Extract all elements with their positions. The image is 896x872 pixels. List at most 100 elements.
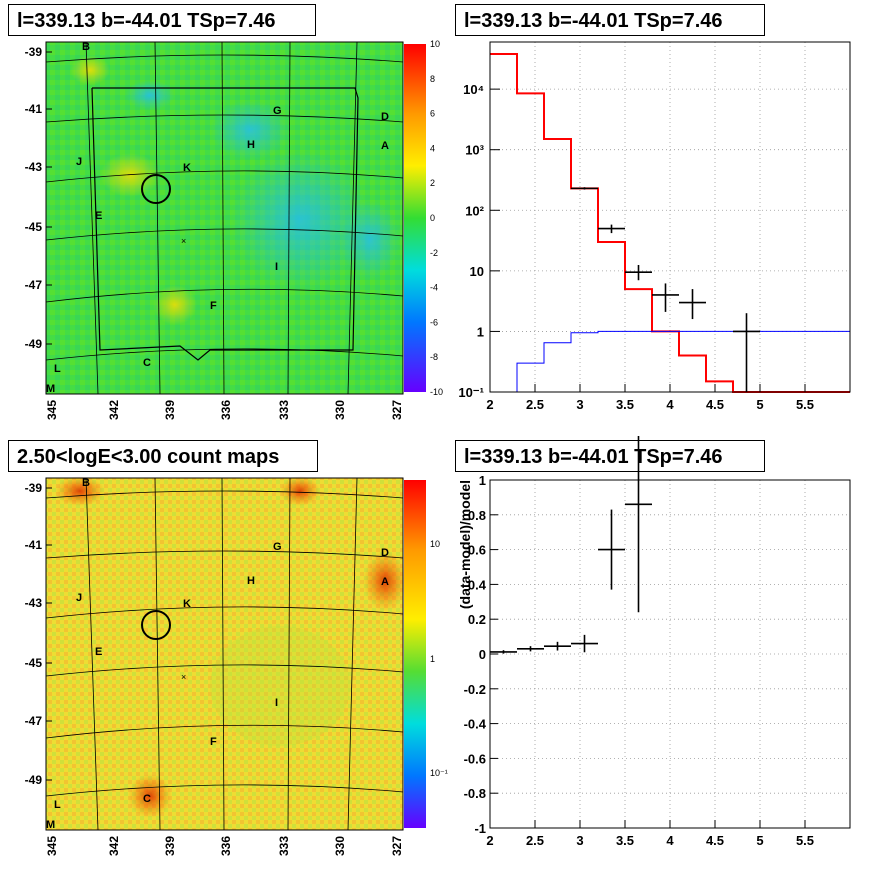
roi-circle [141, 610, 171, 640]
x-tick-label: 5 [756, 833, 763, 848]
y-axis-label: (data-model)/model [457, 480, 473, 609]
source-label: K [183, 598, 191, 610]
residual-point [625, 436, 652, 613]
model-line [490, 53, 850, 393]
tr-title: l=339.13 b=-44.01 TSp=7.46 [455, 4, 765, 36]
lon-tick-label: 327 [390, 836, 404, 856]
lat-tick-label: -41 [25, 102, 43, 116]
x-tick-label: 2 [486, 833, 493, 848]
lat-tick-label: -45 [25, 220, 43, 234]
source-label: A [381, 576, 389, 588]
x-tick-label: 5.5 [796, 833, 814, 848]
source-label: H [247, 575, 255, 587]
map-frame [45, 41, 404, 395]
source-label: M [46, 383, 55, 395]
source-labels: B G D H A J K E I F C LM [46, 477, 389, 831]
source-label: D [381, 547, 389, 559]
source-labels: B G D H A J K E I F C LM [46, 41, 389, 395]
lon-tick-label: 327 [390, 400, 404, 420]
colorbar-tick-label: 10⁻¹ [430, 768, 448, 778]
y-tick-label: 10⁴ [463, 82, 484, 97]
lat-tick-label: -45 [25, 656, 43, 670]
lon-tick-label: 339 [163, 836, 177, 856]
colorbar-tick-label: 10 [430, 39, 440, 49]
colorbar-tick-label: 4 [430, 143, 435, 153]
source-label: E [95, 646, 102, 658]
colorbar-tick-label: 8 [430, 74, 435, 84]
coord-grid [45, 41, 404, 395]
lon-tick-label: 342 [107, 836, 121, 856]
residuals-plot: 2 2.5 3 3.5 4 4.5 5 5.5 -1 -0.8 -0.6 -0.4 -0.2 0 0.2 0.… [457, 436, 851, 848]
grid [490, 480, 850, 828]
lat-axis: -39 -41 -43 -45 -47 -49 [25, 45, 52, 351]
lon-tick-label: 330 [333, 836, 347, 856]
y-tick-label: 10³ [465, 143, 484, 158]
source-label: I [275, 697, 278, 709]
y-tick-label: -0.6 [464, 751, 486, 766]
colorbar-tick-label: -4 [430, 283, 438, 293]
source-label: C [143, 357, 151, 369]
lon-tick-label: 336 [219, 836, 233, 856]
y-axis: 10⁻¹ 1 10 10² 10³ 10⁴ [458, 82, 500, 400]
data-point [598, 224, 625, 234]
colorbar [404, 480, 426, 828]
coord-grid [45, 477, 404, 831]
x-tick-label: 2.5 [526, 833, 544, 848]
lat-tick-label: -49 [25, 337, 43, 351]
source-label: B [82, 41, 90, 53]
map-frame [45, 477, 404, 831]
source-label: F [210, 736, 217, 748]
y-tick-label: 1 [479, 473, 486, 488]
source-label: J [76, 592, 82, 604]
colorbar-tick-label: 2 [430, 178, 435, 188]
lon-tick-label: 333 [277, 836, 291, 856]
colorbar-tick-label: -6 [430, 317, 438, 327]
lon-tick-label: 339 [163, 400, 177, 420]
lat-tick-label: -47 [25, 278, 43, 292]
lon-axis: 345 342 339 336 333 330 327 [45, 836, 404, 856]
y-tick-label: -0.2 [464, 682, 486, 697]
source-label: G [273, 541, 282, 553]
x-tick-label: 4.5 [706, 397, 724, 412]
lat-tick-label: -41 [25, 538, 43, 552]
colorbar [404, 44, 426, 392]
lon-tick-label: 330 [333, 400, 347, 420]
source-label: C [143, 793, 151, 805]
colorbar-tick-label: -8 [430, 352, 438, 362]
spectrum-plot: 2 2.5 3 3.5 4 4.5 5 5.5 10⁻¹ 1 10 10² 10³ 10⁴ [458, 41, 851, 412]
lon-tick-label: 342 [107, 400, 121, 420]
lat-tick-label: -39 [25, 45, 43, 59]
source-cross: × [181, 236, 186, 246]
x-axis: 2 2.5 3 3.5 4 4.5 5 5.5 [486, 820, 814, 848]
lat-tick-label: -39 [25, 481, 43, 495]
source-label: E [95, 210, 102, 222]
x-tick-label: 2.5 [526, 397, 544, 412]
br-title: l=339.13 b=-44.01 TSp=7.46 [455, 440, 765, 472]
residual-point [517, 646, 544, 652]
lat-axis: -39 -41 -43 -45 -47 -49 [25, 481, 52, 787]
lat-tick-label: -49 [25, 773, 43, 787]
x-tick-label: 3 [576, 833, 583, 848]
residual-point [544, 641, 571, 651]
roi-circle [141, 174, 171, 204]
x-tick-label: 4.5 [706, 833, 724, 848]
lat-tick-label: -43 [25, 596, 43, 610]
data-point [652, 283, 679, 312]
x-tick-label: 4 [666, 397, 674, 412]
x-tick-label: 2 [486, 397, 493, 412]
lat-tick-label: -43 [25, 160, 43, 174]
lon-tick-label: 333 [277, 400, 291, 420]
y-axis: -1 -0.8 -0.6 -0.4 -0.2 0 0.2 0.4 0.6 0.8 1 [464, 473, 498, 836]
bl-title: 2.50<logE<3.00 count maps [8, 440, 318, 472]
y-tick-label: 0.6 [468, 543, 486, 558]
x-axis: 2 2.5 3 3.5 4 4.5 5 5.5 [486, 384, 814, 412]
x-tick-label: 5 [756, 397, 763, 412]
colorbar-ticks: 10 8 6 4 2 0 -2 -4 -6 -8 -10 [430, 39, 443, 397]
data-point [571, 187, 598, 190]
colorbar-tick-label: -10 [430, 387, 443, 397]
colorbar-tick-label: 6 [430, 109, 435, 119]
source-label: D [381, 111, 389, 123]
source-label: H [247, 139, 255, 151]
residual-point [490, 650, 517, 654]
